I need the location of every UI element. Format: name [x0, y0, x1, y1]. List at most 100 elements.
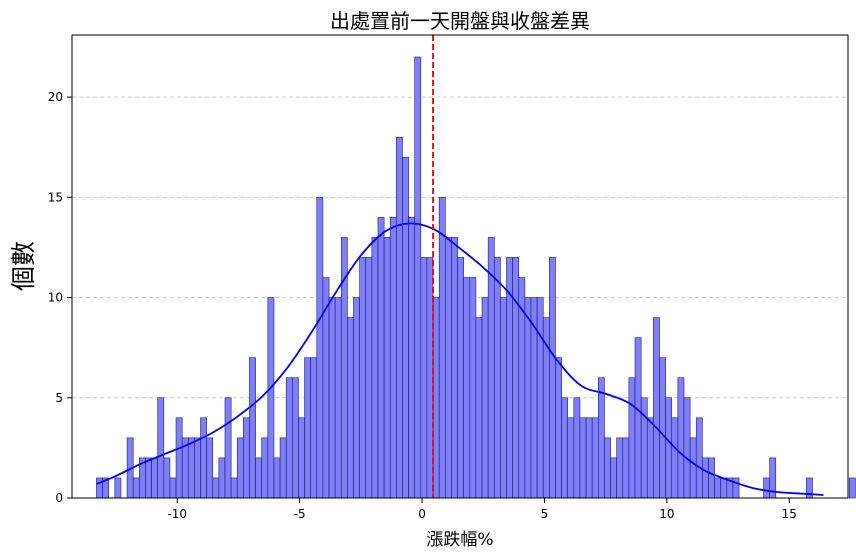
histogram-bar [561, 397, 569, 499]
histogram-bar [585, 417, 593, 499]
histogram-bar [236, 437, 244, 499]
histogram-bar [187, 437, 195, 499]
x-tick-label: -5 [294, 507, 306, 521]
histogram-bar [683, 397, 691, 499]
x-tick-label: 10 [659, 507, 674, 521]
x-axis-ticks: -10 -5 0 5 10 15 [167, 498, 797, 521]
histogram-bar [261, 437, 269, 499]
histogram-bar [438, 197, 446, 499]
x-tick-label: 0 [418, 507, 426, 521]
histogram-bar [426, 257, 434, 499]
y-tick-label: 5 [55, 391, 63, 405]
histogram-bar [457, 257, 464, 499]
histogram-bar [328, 297, 336, 499]
histogram-bar [365, 257, 373, 499]
histogram-bar [316, 197, 324, 499]
histogram-bar [634, 337, 642, 499]
histogram-bar [493, 257, 501, 499]
histogram-bar [720, 477, 728, 499]
histogram-bar [628, 377, 636, 499]
histogram-bar [616, 437, 624, 499]
histogram-bar [591, 417, 599, 499]
histogram-bar [536, 297, 544, 499]
histogram-bar [151, 457, 158, 499]
histogram-bar [665, 397, 673, 499]
histogram-bar [175, 417, 183, 499]
histogram-bar [243, 417, 250, 499]
histogram-bar [114, 477, 122, 499]
histogram-bars [96, 56, 856, 499]
histogram-bar [212, 477, 220, 499]
histogram-bar [604, 437, 611, 499]
histogram-bar [408, 217, 416, 499]
histogram-bar [353, 297, 360, 499]
histogram-bar [218, 457, 226, 499]
histogram-bar [200, 417, 207, 499]
histogram-bar [383, 237, 391, 499]
histogram-bar [279, 437, 287, 499]
histogram-bar [377, 217, 385, 499]
histogram-bar [469, 277, 477, 499]
histogram-bar [304, 357, 311, 499]
histogram-bar [555, 357, 562, 499]
histogram-bar [163, 457, 171, 499]
histogram-bar [292, 377, 299, 499]
histogram-bar [414, 56, 422, 499]
histogram-bar [481, 297, 489, 499]
histogram-bar [267, 297, 275, 499]
histogram-bar [347, 317, 354, 499]
histogram-bar [334, 297, 342, 499]
histogram-bar [695, 417, 703, 499]
x-axis-label: 漲跌幅% [426, 530, 493, 550]
histogram-bar [567, 417, 575, 499]
histogram-bar [206, 437, 214, 499]
histogram-bar [549, 257, 556, 499]
histogram-bar [763, 477, 770, 499]
histogram-bar [463, 277, 471, 499]
histogram-bar [194, 437, 201, 499]
histogram-bar [500, 297, 507, 499]
histogram-bar [689, 437, 697, 499]
histogram-bar [714, 477, 722, 499]
histogram-bar [224, 397, 232, 499]
histogram-bar [255, 457, 263, 499]
chart-title: 出處置前一天開盤與收盤差異 [330, 9, 590, 33]
histogram-bar [702, 457, 709, 499]
histogram-bar [573, 397, 581, 499]
histogram-bar [598, 377, 605, 499]
histogram-bar [389, 217, 397, 499]
histogram-bar [298, 417, 305, 499]
histogram-bar [169, 477, 177, 499]
histogram-bar [285, 377, 293, 499]
histogram-bar [622, 437, 630, 499]
x-tick-label: 15 [782, 507, 797, 521]
histogram-bar [653, 317, 660, 499]
histogram-bar [732, 477, 740, 499]
histogram-bar [646, 417, 654, 499]
histogram-bar [579, 417, 587, 499]
histogram-bar [420, 257, 428, 499]
histogram-bar [396, 136, 403, 499]
histogram-bar [273, 457, 281, 499]
y-axis-ticks: 0 5 10 15 20 [48, 90, 72, 505]
histogram-bar [610, 457, 617, 499]
histogram-bar [659, 357, 666, 499]
histogram-bar [848, 477, 856, 499]
y-tick-label: 20 [48, 90, 63, 104]
histogram-bar [708, 457, 715, 499]
histogram-bar [359, 257, 367, 499]
histogram-bar [671, 417, 679, 499]
histogram-bar [249, 357, 256, 499]
histogram-bar [157, 397, 165, 499]
y-axis-label: 個數 [9, 241, 38, 291]
histogram-bar [145, 457, 152, 499]
histogram-bar [475, 317, 483, 499]
x-tick-label: -10 [167, 507, 187, 521]
kde-curve [96, 222, 824, 496]
histogram-bar [371, 237, 379, 499]
histogram-bar [524, 297, 532, 499]
histogram-bar [512, 257, 520, 499]
plot-frame [71, 34, 849, 499]
y-tick-label: 15 [48, 190, 63, 204]
